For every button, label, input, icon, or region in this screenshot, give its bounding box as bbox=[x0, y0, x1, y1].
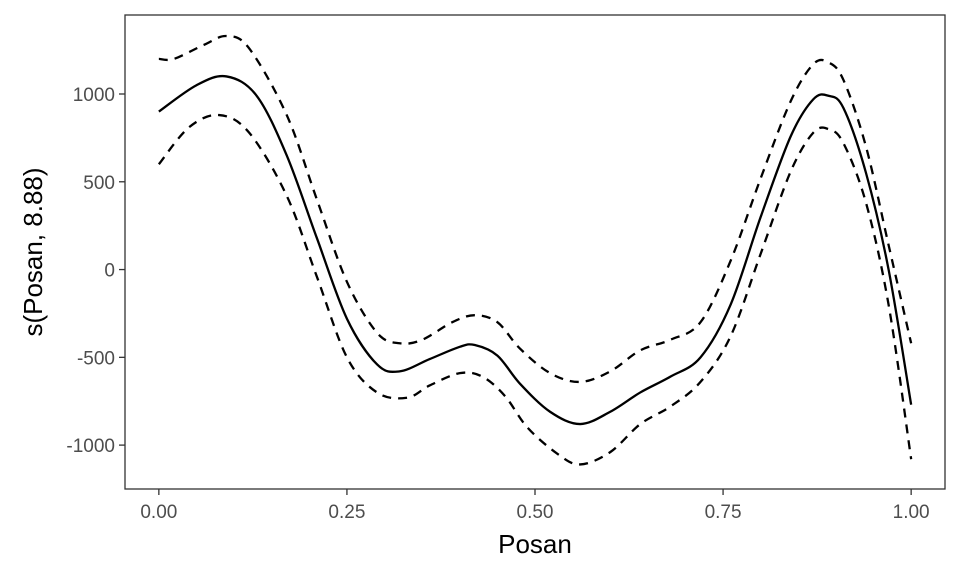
y-tick-label: -500 bbox=[77, 348, 115, 369]
upper-confidence-line bbox=[158, 34, 913, 384]
x-tick-label: 0.25 bbox=[328, 502, 365, 523]
x-axis-ticks: 0.00 0.25 0.50 0.75 1.00 bbox=[140, 489, 930, 523]
x-tick-label: 1.00 bbox=[893, 502, 930, 523]
y-tick-label: 1000 bbox=[73, 85, 115, 106]
x-tick-label: 0.75 bbox=[705, 502, 742, 523]
y-axis-ticks: -1000 -500 0 500 1000 bbox=[66, 85, 125, 457]
y-tick-label: -1000 bbox=[66, 436, 115, 457]
series-group bbox=[157, 34, 913, 466]
plot-panel-background bbox=[125, 15, 945, 489]
x-axis-title: Posan bbox=[498, 529, 572, 559]
x-tick-label: 0.50 bbox=[517, 502, 554, 523]
smooth-estimate-line bbox=[158, 74, 913, 426]
y-tick-label: 500 bbox=[83, 173, 115, 194]
y-tick-label: 0 bbox=[104, 261, 115, 282]
lower-confidence-line bbox=[157, 113, 913, 466]
x-tick-label: 0.00 bbox=[140, 502, 177, 523]
y-axis-title: s(Posan, 8.88) bbox=[18, 167, 48, 336]
